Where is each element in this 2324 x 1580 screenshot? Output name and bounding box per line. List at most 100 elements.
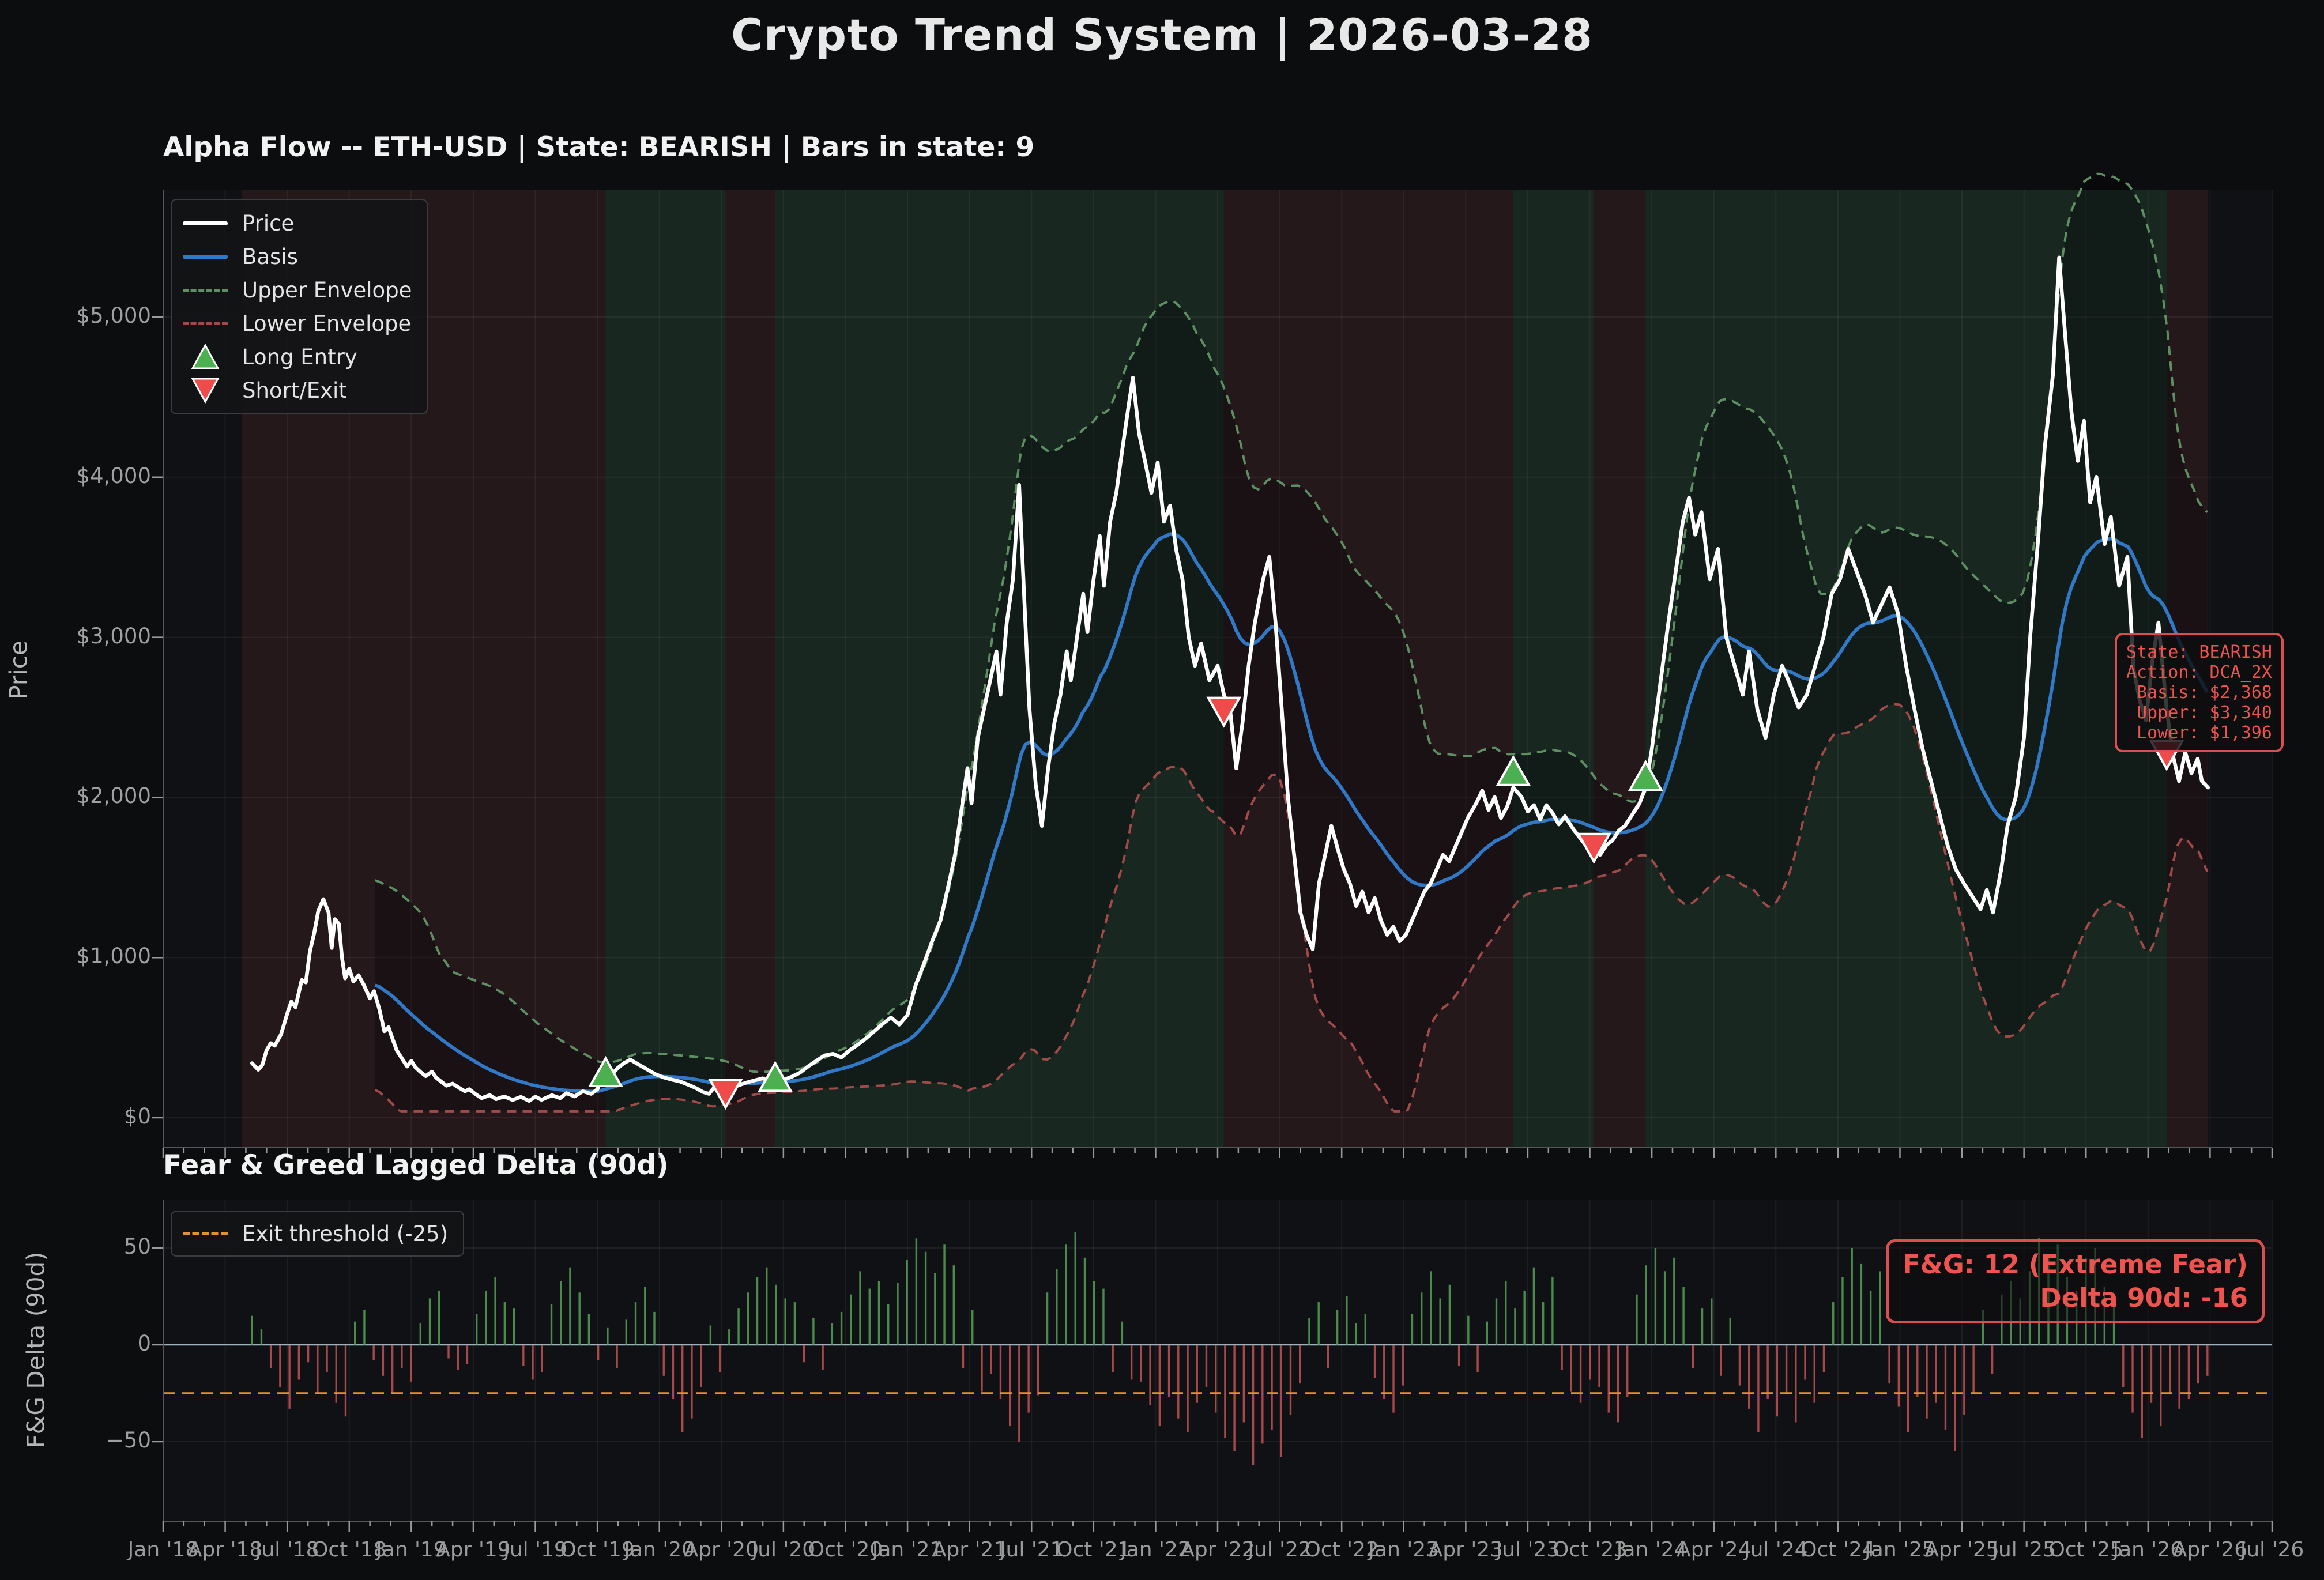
fg-delta-bar bbox=[1196, 1345, 1198, 1403]
fg-delta-bar bbox=[1486, 1321, 1488, 1345]
fg-delta-bar bbox=[1935, 1345, 1937, 1403]
long-entry-marker bbox=[1628, 759, 1663, 791]
fg-delta-bar bbox=[251, 1315, 253, 1345]
fg-delta-bar bbox=[962, 1345, 965, 1368]
fg-delta-bar bbox=[428, 1298, 431, 1345]
x-tick-label: Jan '19 bbox=[376, 1538, 447, 1562]
fg-delta-bar bbox=[1851, 1248, 1853, 1345]
price-line-swatch bbox=[182, 221, 228, 225]
x-tick-label: Apr '18 bbox=[187, 1538, 263, 1562]
fg-delta-bar bbox=[1832, 1302, 1835, 1345]
fg-delta-bar bbox=[756, 1277, 759, 1345]
fg-delta-bar bbox=[644, 1287, 646, 1345]
fg-delta-bar bbox=[981, 1345, 983, 1392]
x-tick-label: Oct '21 bbox=[1056, 1538, 1131, 1562]
fg-delta-bar bbox=[850, 1294, 852, 1345]
fg-delta-bar bbox=[1888, 1345, 1890, 1384]
fg-delta-bar bbox=[1187, 1345, 1189, 1432]
fg-delta-bar bbox=[297, 1345, 300, 1380]
price-panel-title: Alpha Flow -- ETH-USD | State: BEARISH |… bbox=[163, 131, 1035, 163]
fg-delta-bar bbox=[269, 1345, 272, 1368]
fg-delta-bar bbox=[1495, 1298, 1498, 1345]
fg-delta-bar bbox=[1738, 1345, 1741, 1386]
x-tick-label: Jul '24 bbox=[1743, 1538, 1808, 1562]
fg-delta-bar bbox=[1167, 1345, 1170, 1397]
fg-delta-bar bbox=[1411, 1314, 1414, 1345]
basis-line bbox=[374, 532, 2209, 1093]
x-tick-label: Oct '18 bbox=[312, 1538, 387, 1562]
fg-delta-bar bbox=[1271, 1345, 1273, 1430]
fg-delta-bar bbox=[1346, 1296, 1348, 1345]
fg-delta-bar bbox=[1112, 1345, 1114, 1372]
fg-delta-bar bbox=[952, 1265, 955, 1345]
x-tick-label: Jan '26 bbox=[2112, 1538, 2184, 1562]
fg-delta-bar bbox=[607, 1327, 609, 1345]
fg-delta-bar bbox=[1149, 1345, 1151, 1405]
fg-delta-bar bbox=[1027, 1345, 1030, 1413]
fg-delta-bar bbox=[288, 1345, 291, 1409]
fg-delta-bar bbox=[1963, 1345, 1965, 1415]
x-tick-label: Oct '22 bbox=[1304, 1538, 1379, 1562]
fg-delta-bar bbox=[1841, 1277, 1844, 1345]
fg-delta-bar bbox=[2206, 1345, 2209, 1376]
fg-delta-bar bbox=[1822, 1345, 1825, 1372]
fg-delta-bar bbox=[831, 1323, 834, 1345]
fg-delta-bar bbox=[1505, 1281, 1507, 1345]
fg-delta-bar bbox=[2122, 1345, 2125, 1387]
x-tick-label: Apr '21 bbox=[932, 1538, 1007, 1562]
x-tick-label: Jan '25 bbox=[1865, 1538, 1935, 1562]
price-line bbox=[250, 255, 2210, 1103]
upper-envelope-swatch bbox=[182, 288, 228, 292]
fg-delta-bar bbox=[1224, 1345, 1226, 1438]
fg-delta-bar bbox=[335, 1345, 337, 1403]
fg-delta-bar bbox=[587, 1314, 590, 1345]
fg-delta-bar bbox=[372, 1345, 375, 1360]
fg-delta-bar bbox=[1598, 1345, 1600, 1387]
price-y-axis-label: Price bbox=[4, 640, 33, 700]
fg-delta-bar bbox=[1907, 1345, 1909, 1432]
fg-annotation-value: F&G: 12 (Extreme Fear) bbox=[1902, 1249, 2248, 1280]
fg-delta-bar bbox=[466, 1345, 469, 1364]
long-entry-marker bbox=[758, 1061, 793, 1092]
fg-delta-bar bbox=[401, 1345, 403, 1368]
fg-delta-bar bbox=[775, 1284, 777, 1345]
fg-delta-bar bbox=[1926, 1345, 1928, 1419]
fg-delta-bar bbox=[1523, 1290, 1526, 1345]
fg-delta-bar bbox=[1242, 1345, 1245, 1423]
fg-delta-bar bbox=[1813, 1345, 1815, 1403]
fg-delta-bar bbox=[999, 1345, 1002, 1400]
fg-delta-bar bbox=[906, 1260, 908, 1345]
fg-delta-bar bbox=[737, 1308, 740, 1345]
fg-delta-bar bbox=[1140, 1345, 1142, 1382]
fg-delta-bar bbox=[1383, 1345, 1385, 1400]
fg-delta-bar bbox=[354, 1321, 356, 1345]
fg-delta-bar bbox=[1701, 1308, 1704, 1345]
fg-delta-bar bbox=[672, 1345, 675, 1400]
fg-delta-bar bbox=[1018, 1345, 1020, 1442]
fg-delta-bar bbox=[1252, 1345, 1255, 1465]
x-tick-label: Jul '26 bbox=[2240, 1538, 2304, 1562]
regime-band-bull bbox=[1513, 190, 1594, 1148]
fg-delta-bar bbox=[915, 1238, 918, 1345]
fg-delta-bar bbox=[1327, 1345, 1329, 1368]
fg-delta-bar bbox=[1430, 1271, 1432, 1345]
fg-delta-bar bbox=[1214, 1345, 1217, 1413]
fg-delta-bar bbox=[2159, 1345, 2162, 1427]
short-exit-marker bbox=[1576, 832, 1612, 864]
price-legend: Price Basis Upper Envelope Lower Envelop… bbox=[171, 199, 428, 414]
fg-delta-bar bbox=[2112, 1306, 2115, 1345]
fg-delta-bar bbox=[2131, 1345, 2134, 1413]
fg-delta-bar bbox=[868, 1288, 871, 1345]
fg-delta-bar bbox=[924, 1251, 927, 1345]
x-tick-label: Jul '25 bbox=[1992, 1538, 2056, 1562]
fg-delta-bar bbox=[317, 1345, 319, 1393]
fg-delta-bar bbox=[662, 1345, 665, 1376]
lower-envelope-swatch bbox=[182, 322, 228, 325]
fg-delta-bar bbox=[1233, 1345, 1236, 1451]
regime-band-bear bbox=[1223, 190, 1513, 1148]
x-tick-label: Apr '22 bbox=[1180, 1538, 1255, 1562]
fg-delta-bar bbox=[1402, 1345, 1404, 1386]
fg-delta-bar bbox=[1121, 1321, 1124, 1345]
fg-delta-bar bbox=[1579, 1345, 1582, 1403]
x-tick-label: Jan '23 bbox=[1368, 1538, 1440, 1562]
